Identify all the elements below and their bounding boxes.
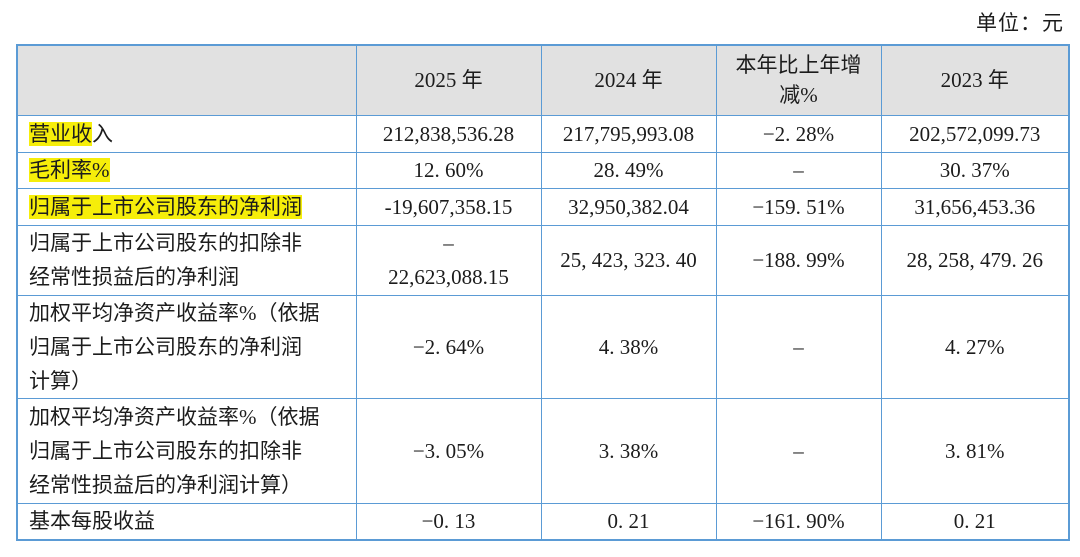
value-cell-change: −2. 28% <box>715 114 882 153</box>
label-text: 加权平均净资产收益率%（依据 归属于上市公司股东的净利润 计算） <box>29 300 320 393</box>
value-cell-2024: 3. 38% <box>540 397 717 504</box>
financial-summary-table: 2025 年 2024 年 本年比上年增 减% 2023 年 营业收入 212,… <box>16 44 1070 541</box>
value-cell-2024: 25, 423, 323. 40 <box>540 224 717 296</box>
value-cell-2024: 32,950,382.04 <box>540 187 717 226</box>
value-cell-2023: 31,656,453.36 <box>880 187 1070 226</box>
row-basic-eps: 基本每股收益 −0. 13 0. 21 −161. 90% 0. 21 <box>16 502 1070 541</box>
value-cell-2024: 0. 21 <box>540 502 717 541</box>
value-cell-change: – <box>715 294 882 399</box>
row-label: 加权平均净资产收益率%（依据 归属于上市公司股东的净利润 计算） <box>16 294 357 399</box>
value-cell-2023: 28, 258, 479. 26 <box>880 224 1070 296</box>
label-text: 加权平均净资产收益率%（依据 归属于上市公司股东的扣除非 经常性损益后的净利润计… <box>29 404 320 497</box>
unit-label: 单位：元 <box>976 11 1064 35</box>
value-cell-2025: −2. 64% <box>355 294 542 399</box>
row-gross-margin: 毛利率% 12. 60% 28. 49% – 30. 37% <box>16 151 1070 189</box>
value-cell-change: – <box>715 397 882 504</box>
value-cell-2025: 212,838,536.28 <box>355 114 542 153</box>
label-text: 归属于上市公司股东的扣除非 经常性损益后的净利润 <box>29 231 302 289</box>
value-cell-2024: 4. 38% <box>540 294 717 399</box>
value-cell-2023: 202,572,099.73 <box>880 114 1070 153</box>
value-cell-2025: -19,607,358.15 <box>355 187 542 226</box>
header-row: 2025 年 2024 年 本年比上年增 减% 2023 年 <box>16 44 1070 116</box>
value-cell-2024: 28. 49% <box>540 151 717 189</box>
row-weighted-roe-net-profit: 加权平均净资产收益率%（依据 归属于上市公司股东的净利润 计算） −2. 64%… <box>16 294 1070 399</box>
header-year-2023: 2023 年 <box>880 44 1070 116</box>
value-cell-change: −159. 51% <box>715 187 882 226</box>
value-cell-2023: 0. 21 <box>880 502 1070 541</box>
header-year-2024: 2024 年 <box>540 44 717 116</box>
header-year-2025: 2025 年 <box>355 44 542 116</box>
value-cell-2023: 3. 81% <box>880 397 1070 504</box>
row-label: 毛利率% <box>16 151 357 189</box>
value-cell-change: −161. 90% <box>715 502 882 541</box>
header-metric <box>16 44 357 116</box>
value-cell-2023: 30. 37% <box>880 151 1070 189</box>
value-cell-change: −188. 99% <box>715 224 882 296</box>
label-text: 基本每股收益 <box>29 509 155 534</box>
value-cell-2025: −3. 05% <box>355 397 542 504</box>
highlighted-label-text: 毛利率% <box>29 158 110 182</box>
value-cell-2025: 12. 60% <box>355 151 542 189</box>
value-cell-2025: – 22,623,088.15 <box>355 224 542 296</box>
row-label: 加权平均净资产收益率%（依据 归属于上市公司股东的扣除非 经常性损益后的净利润计… <box>16 397 357 504</box>
value-cell-2024: 217,795,993.08 <box>540 114 717 153</box>
value-cell-change: – <box>715 151 882 189</box>
row-label: 营业收入 <box>16 114 357 153</box>
row-operating-revenue: 营业收入 212,838,536.28 217,795,993.08 −2. 2… <box>16 114 1070 153</box>
row-label: 基本每股收益 <box>16 502 357 541</box>
highlighted-label-text: 营业收 <box>29 121 92 146</box>
row-weighted-roe-deducting-nonrecurring: 加权平均净资产收益率%（依据 归属于上市公司股东的扣除非 经常性损益后的净利润计… <box>16 397 1070 504</box>
row-net-profit-deducting-nonrecurring: 归属于上市公司股东的扣除非 经常性损益后的净利润 – 22,623,088.15… <box>16 224 1070 296</box>
row-label: 归属于上市公司股东的净利润 <box>16 187 357 226</box>
value-cell-2025: −0. 13 <box>355 502 542 541</box>
row-label: 归属于上市公司股东的扣除非 经常性损益后的净利润 <box>16 224 357 296</box>
label-text: 入 <box>92 121 113 146</box>
highlighted-label-text: 归属于上市公司股东的净利润 <box>29 194 302 219</box>
value-cell-2023: 4. 27% <box>880 294 1070 399</box>
row-net-profit-attributable: 归属于上市公司股东的净利润 -19,607,358.15 32,950,382.… <box>16 187 1070 226</box>
header-yoy-change: 本年比上年增 减% <box>715 44 882 116</box>
